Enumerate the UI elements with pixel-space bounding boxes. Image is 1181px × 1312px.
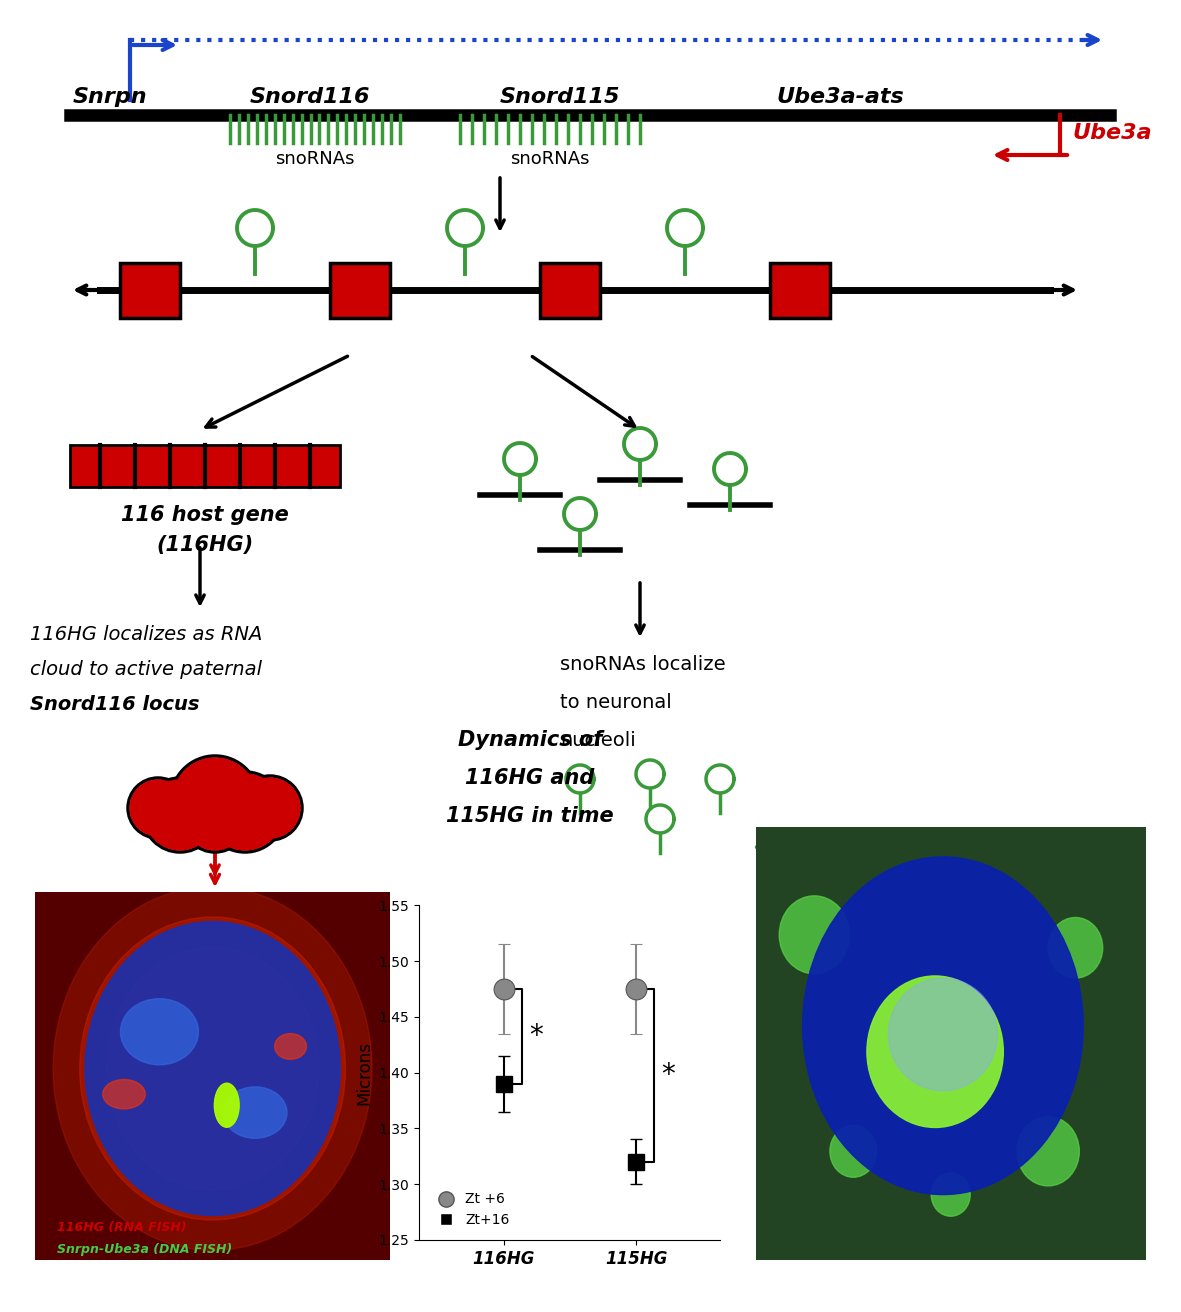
Bar <box>770 262 830 318</box>
Text: 115HG in time: 115HG in time <box>446 806 614 827</box>
Ellipse shape <box>103 1080 145 1109</box>
Text: Snrpn: Snrpn <box>73 87 148 108</box>
Circle shape <box>172 758 257 842</box>
Ellipse shape <box>867 976 1004 1127</box>
Circle shape <box>145 781 215 850</box>
Legend: Zt +6, Zt+16: Zt +6, Zt+16 <box>426 1187 515 1233</box>
Ellipse shape <box>274 1034 306 1059</box>
Ellipse shape <box>80 917 346 1220</box>
Text: 116 host gene: 116 host gene <box>122 505 289 525</box>
Circle shape <box>830 1126 876 1177</box>
Text: Dynamics of: Dynamics of <box>458 729 602 750</box>
Text: *: * <box>529 1022 543 1051</box>
Text: Snrpn-Ube3a (DNA FISH): Snrpn-Ube3a (DNA FISH) <box>57 1242 231 1256</box>
Ellipse shape <box>85 921 340 1215</box>
Circle shape <box>1048 917 1103 979</box>
Circle shape <box>779 896 849 974</box>
Text: to neuronal: to neuronal <box>560 693 672 712</box>
Circle shape <box>240 778 300 838</box>
Text: 116HG localizes as RNA: 116HG localizes as RNA <box>30 625 262 644</box>
Text: snoRNAs: snoRNAs <box>510 150 589 168</box>
Text: cloud to active paternal: cloud to active paternal <box>30 660 262 680</box>
Ellipse shape <box>888 979 998 1090</box>
Text: Ube3a-ats: Ube3a-ats <box>776 87 903 108</box>
Text: snoRNAs localize: snoRNAs localize <box>560 655 725 674</box>
Text: Snord115: Snord115 <box>500 87 620 108</box>
Text: Snord116: Snord116 <box>249 87 371 108</box>
Circle shape <box>1017 1117 1079 1186</box>
Circle shape <box>931 1173 970 1216</box>
Circle shape <box>185 790 244 850</box>
Text: nucleoli: nucleoli <box>560 731 635 750</box>
Text: 116HG and: 116HG and <box>465 768 595 789</box>
Text: 116HG (RNA FISH): 116HG (RNA FISH) <box>57 1220 187 1233</box>
Ellipse shape <box>803 857 1083 1194</box>
Bar <box>70 445 340 487</box>
Text: Ube3a: Ube3a <box>1072 123 1151 143</box>
Bar <box>329 262 390 318</box>
Text: Snord116 locus: Snord116 locus <box>30 695 200 714</box>
Ellipse shape <box>120 998 198 1065</box>
Text: *: * <box>661 1061 676 1089</box>
Bar <box>540 262 600 318</box>
Circle shape <box>207 774 283 850</box>
Text: (116HG): (116HG) <box>156 535 254 555</box>
Bar <box>120 262 180 318</box>
Circle shape <box>130 781 185 836</box>
Ellipse shape <box>223 1086 287 1139</box>
Text: snoRNAs: snoRNAs <box>275 150 354 168</box>
Ellipse shape <box>53 887 372 1250</box>
Ellipse shape <box>106 947 319 1190</box>
Ellipse shape <box>215 1084 239 1127</box>
Y-axis label: Microns: Microns <box>355 1040 373 1105</box>
